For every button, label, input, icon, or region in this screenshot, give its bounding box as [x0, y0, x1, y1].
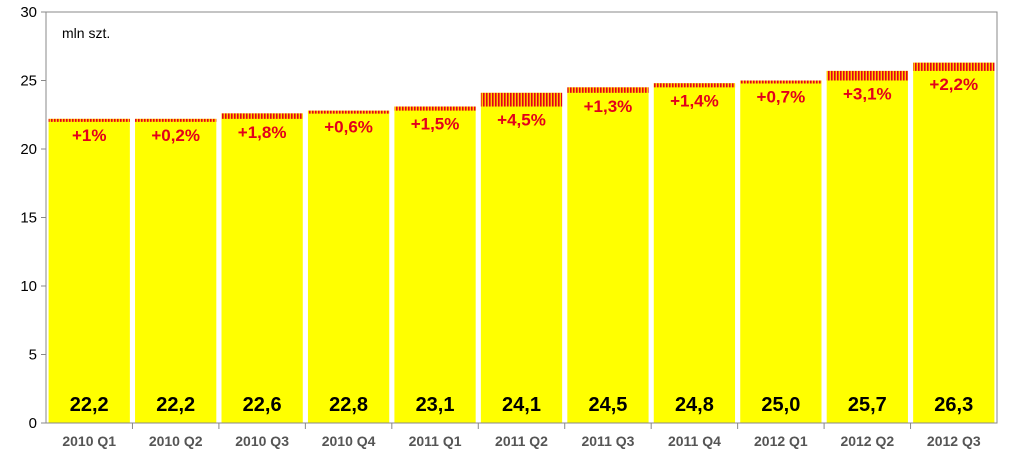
- bar: [221, 113, 303, 423]
- bar-growth-segment: [653, 83, 736, 88]
- bar-change-label: +2,2%: [929, 75, 978, 94]
- bar: [48, 118, 130, 424]
- y-tick-label: 20: [20, 141, 37, 158]
- bar-growth-segment: [826, 70, 908, 81]
- bar-change-label: +1,5%: [411, 115, 460, 134]
- bar-growth-segment: [48, 118, 130, 122]
- bar-value-label: 22,6: [243, 394, 282, 416]
- bar: [653, 83, 736, 424]
- y-axis: 0 5 10 15 20 25 30: [20, 4, 47, 432]
- y-tick-label: 30: [20, 4, 37, 21]
- x-category-label: 2010 Q2: [149, 433, 203, 449]
- bar-growth-segment: [567, 87, 649, 93]
- bar-value-label: 26,3: [934, 394, 973, 416]
- x-category-label: 2012 Q2: [840, 433, 894, 449]
- bar-growth-segment: [307, 110, 390, 114]
- bar-change-label: +1,3%: [584, 97, 633, 116]
- bar-value-label: 24,5: [588, 394, 627, 416]
- bar: [913, 62, 995, 423]
- x-category-label: 2012 Q3: [927, 433, 981, 449]
- bar: [135, 118, 217, 424]
- y-tick-label: 10: [20, 278, 37, 295]
- bar-change-label: +1,4%: [670, 91, 719, 110]
- bar-value-label: 23,1: [416, 394, 455, 416]
- bar-value-label: 25,7: [848, 394, 887, 416]
- bar-value-label: 25,0: [761, 394, 800, 416]
- bar-change-label: +0,7%: [757, 88, 806, 107]
- bar-change-label: +0,2%: [151, 126, 200, 145]
- x-category-label: 2011 Q3: [581, 433, 634, 449]
- x-category-label: 2011 Q2: [495, 433, 548, 449]
- x-category-label: 2011 Q1: [409, 433, 462, 449]
- y-tick-label: 15: [20, 210, 37, 227]
- x-category-label: 2011 Q4: [668, 433, 721, 449]
- bar-change-label: +4,5%: [497, 111, 546, 130]
- y-tick-label: 0: [29, 415, 37, 432]
- bar-value-label: 22,2: [156, 394, 195, 416]
- bar: [740, 80, 822, 423]
- bar-growth-segment: [394, 106, 476, 111]
- bar: [567, 87, 649, 423]
- bar-value-label: 24,8: [675, 394, 714, 416]
- bar: [307, 110, 390, 423]
- x-category-label: 2012 Q1: [754, 433, 808, 449]
- unit-label: mln szt.: [62, 25, 110, 41]
- bar-value-label: 22,2: [70, 394, 109, 416]
- bar: [826, 70, 908, 423]
- bar: [394, 106, 476, 423]
- y-tick-label: 25: [20, 73, 37, 90]
- x-category-label: 2010 Q4: [322, 433, 376, 449]
- x-category-label: 2010 Q3: [235, 433, 289, 449]
- x-axis: 2010 Q1 2010 Q2 2010 Q3 2010 Q4 2011 Q1 2011 …: [46, 422, 997, 449]
- bar-value-label: 24,1: [502, 394, 541, 416]
- bar-change-label: +1,8%: [238, 123, 287, 142]
- x-category-label: 2010 Q1: [62, 433, 116, 449]
- bars-group: +1% 22,2 +0,2% 22,2 +1,8% 22,6 +0,6% 22,8 +1,5% 2…: [48, 62, 995, 424]
- bar-change-label: +3,1%: [843, 85, 892, 104]
- bar-growth-segment: [740, 80, 822, 84]
- bar-growth-segment: [135, 118, 217, 122]
- bar-growth-segment: [480, 92, 563, 107]
- y-tick-label: 5: [29, 347, 37, 364]
- bar-growth-segment: [221, 113, 303, 119]
- bar-growth-segment: [913, 62, 995, 71]
- bar-change-label: +0,6%: [324, 118, 373, 137]
- bar: [480, 92, 563, 423]
- bar-change-label: +1%: [72, 126, 107, 145]
- bar-value-label: 22,8: [329, 394, 368, 416]
